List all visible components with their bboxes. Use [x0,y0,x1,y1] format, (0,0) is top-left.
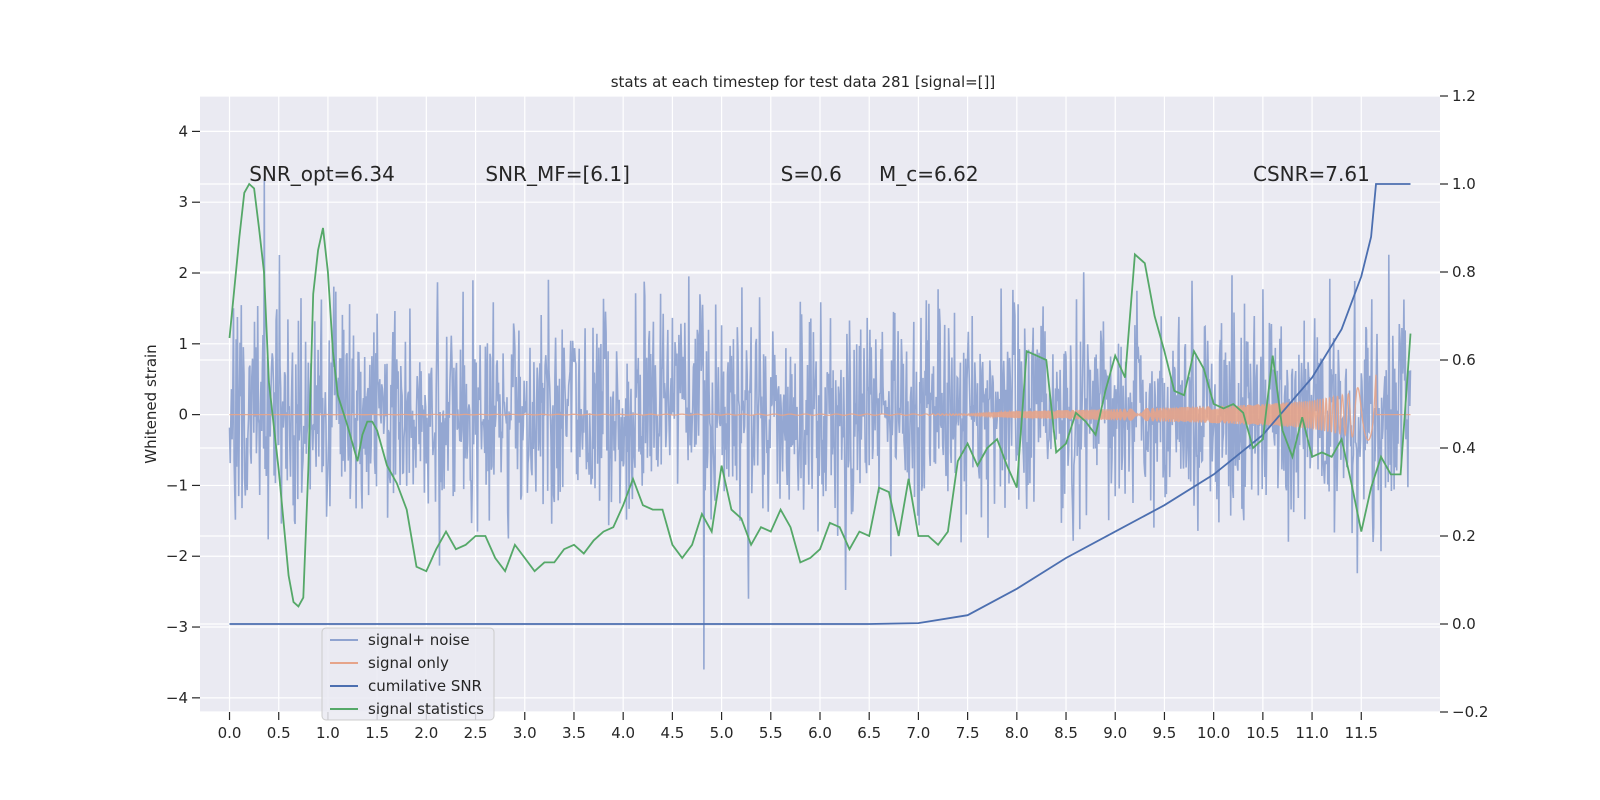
x-tick-label: 1.5 [365,724,389,742]
annotation-snr_opt: SNR_opt=6.34 [249,162,395,186]
annotation-s: S=0.6 [781,162,842,186]
x-tick-label: 6.0 [808,724,832,742]
x-tick-label: 3.5 [562,724,586,742]
left-y-tick-label: 2 [178,264,188,282]
x-tick-label: 4.5 [660,724,684,742]
x-tick-label: 3.0 [513,724,537,742]
signal-statistics-line [228,182,1412,608]
x-tick-label: 8.5 [1054,724,1078,742]
x-tick-label: 0.0 [218,724,242,742]
x-axis: 0.0 0.5 1.0 1.5 2.0 2.5 3.0 3.5 4.0 4.5 5.0 5.5 6.0 6… [218,712,1378,742]
x-tick-label: 7.5 [956,724,980,742]
right-y-axis: 1.2 1.0 0.8 0.6 0.4 0.2 0.0 −0.2 [1440,87,1488,721]
x-tick-label: 5.0 [710,724,734,742]
x-tick-label: 10.5 [1246,724,1279,742]
signal-plus-noise-series [228,178,1412,670]
left-y-tick-label: −1 [166,476,188,494]
legend-box [321,627,495,721]
right-y-tick-label: 0.6 [1452,351,1476,369]
left-y-tick-label: −4 [166,689,188,707]
annotation-mc: M_c=6.62 [879,162,979,186]
x-tick-label: 10.0 [1197,724,1230,742]
right-y-tick-label: 1.0 [1452,175,1476,193]
signal-only-series [229,374,1411,441]
left-y-tick-label: 0 [178,406,188,424]
chart-title: stats at each timestep for test data 281… [611,73,996,91]
left-y-tick-label: 1 [178,335,188,353]
legend-label: signal statistics [368,700,484,718]
signal-plus-noise-line [228,178,1412,670]
x-tick-label: 2.0 [414,724,438,742]
left-y-tick-label: −3 [166,618,188,636]
right-y-tick-label: 0.0 [1452,615,1476,633]
x-tick-label: 4.0 [611,724,635,742]
left-y-axis-label: Whitened strain [142,344,160,463]
x-tick-label: 8.0 [1005,724,1029,742]
legend-label: signal+ noise [368,631,470,649]
x-tick-label: 0.5 [267,724,291,742]
cumulative-snr-line [229,183,1411,625]
x-tick-label: 6.5 [857,724,881,742]
x-tick-label: 5.5 [759,724,783,742]
signal-only-line [229,374,1411,441]
x-tick-label: 9.5 [1153,724,1177,742]
x-tick-label: 11.5 [1345,724,1378,742]
right-y-tick-label: −0.2 [1452,703,1488,721]
x-tick-label: 1.0 [316,724,340,742]
x-tick-label: 7.0 [906,724,930,742]
legend-label: signal only [368,654,449,672]
annotations: SNR_opt=6.34 SNR_MF=[6.1] S=0.6 M_c=6.62 CSN… [249,162,1370,186]
right-y-tick-label: 0.4 [1452,439,1476,457]
x-tick-label: 2.5 [464,724,488,742]
line-series [228,182,1412,625]
left-y-axis: 4 3 2 1 0 −1 −2 −3 −4 [166,122,200,707]
left-y-tick-label: 3 [178,193,188,211]
right-y-tick-label: 0.2 [1452,527,1476,545]
x-tick-label: 11.0 [1295,724,1328,742]
legend-label: cumilative SNR [368,677,482,695]
left-y-tick-label: 4 [178,122,188,140]
legend: signal+ noise signal only cumilative SNR si… [321,627,495,721]
annotation-snr_mf: SNR_MF=[6.1] [485,162,629,186]
x-tick-label: 9.0 [1103,724,1127,742]
left-y-tick-label: −2 [166,547,188,565]
right-y-tick-label: 0.8 [1452,263,1476,281]
right-y-tick-label: 1.2 [1452,87,1476,105]
annotation-csnr: CSNR=7.61 [1253,162,1370,186]
